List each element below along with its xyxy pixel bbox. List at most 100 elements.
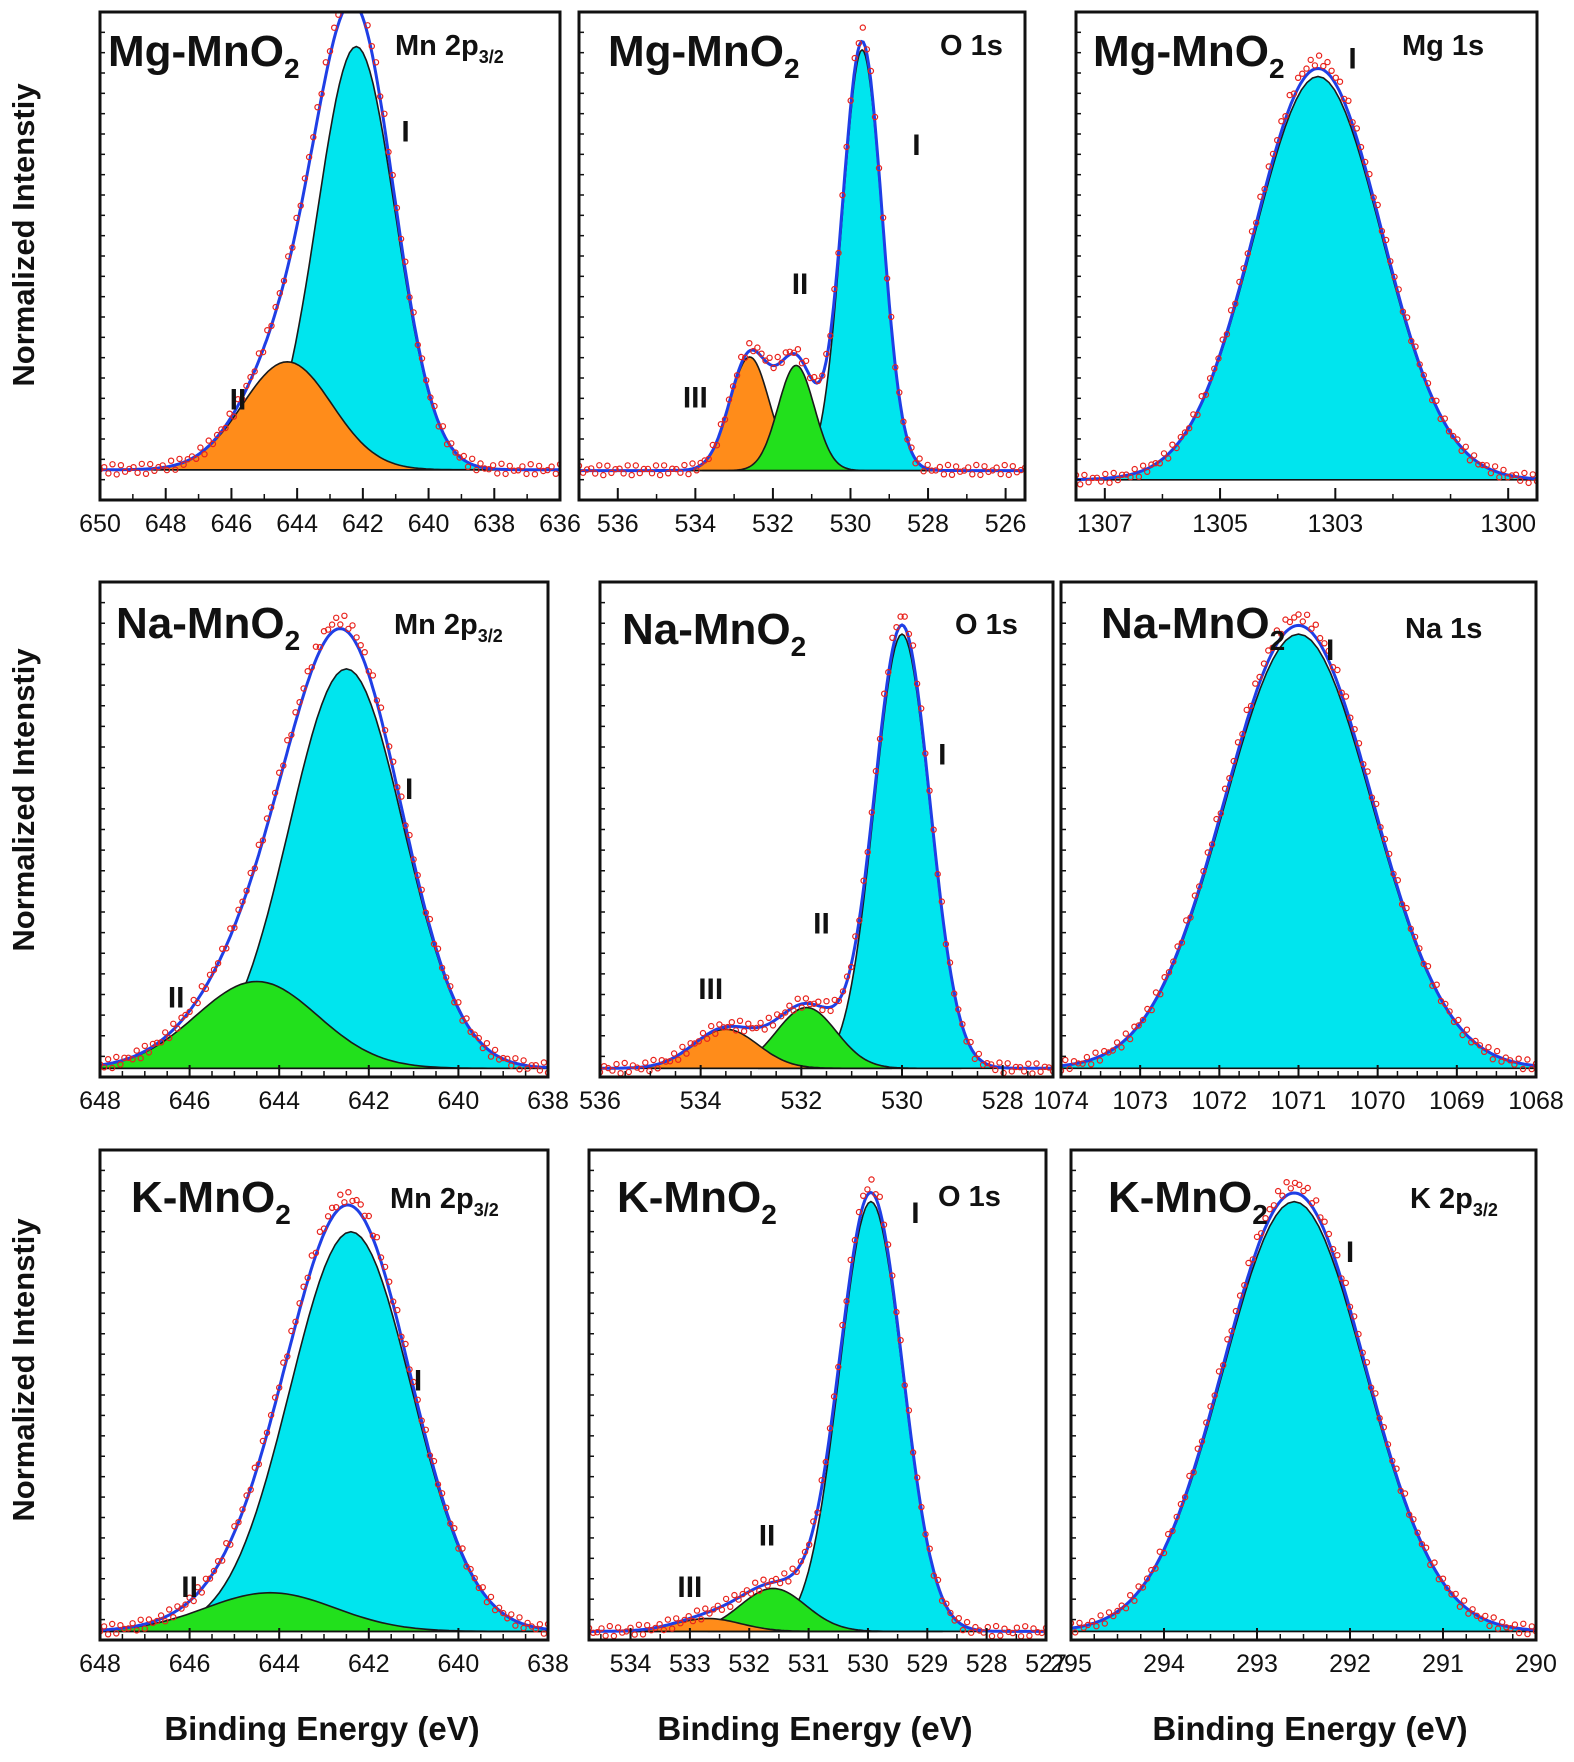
raw-data-point: [706, 1610, 713, 1617]
raw-data-point: [1363, 1359, 1371, 1366]
raw-data-point: [1357, 143, 1365, 151]
raw-data-point: [1194, 1445, 1202, 1452]
raw-data-point: [368, 43, 375, 50]
raw-data-point: [532, 1061, 540, 1069]
region-label: K 2p3/2: [1410, 1183, 1498, 1220]
y-axis-title-row1: Normalized Intenstiy: [6, 83, 41, 387]
raw-data-point: [802, 995, 810, 1002]
raw-data-point: [758, 350, 765, 357]
raw-data-point: [535, 462, 543, 470]
raw-data-point: [1516, 477, 1524, 484]
x-tick-label: 292: [1329, 1650, 1371, 1678]
raw-data-point: [243, 382, 250, 390]
raw-data-point: [1234, 739, 1242, 746]
raw-data-point: [1279, 1192, 1286, 1199]
raw-data-point: [774, 353, 781, 361]
raw-data-point: [251, 1464, 258, 1471]
raw-data-point: [1416, 945, 1423, 952]
raw-data-point: [1442, 1000, 1449, 1008]
raw-data-point: [1336, 78, 1344, 85]
sample-subscript: 2: [1270, 625, 1286, 656]
raw-data-point: [1093, 1622, 1100, 1630]
x-tick-label: 642: [342, 510, 384, 538]
peak-label-i: I: [938, 738, 946, 771]
raw-data-point: [924, 461, 931, 469]
raw-data-point: [1303, 611, 1311, 619]
raw-data-point: [353, 1196, 360, 1204]
raw-data-point: [1265, 163, 1273, 170]
raw-data-point: [305, 153, 313, 161]
raw-data-point: [786, 1002, 793, 1009]
raw-data-point: [1389, 1457, 1396, 1465]
region-label: O 1s: [938, 1181, 1001, 1213]
raw-data-point: [1160, 1549, 1168, 1557]
raw-data-point: [1207, 1403, 1214, 1410]
raw-data-point: [814, 1509, 821, 1516]
raw-data-point: [1164, 455, 1172, 462]
peak-label-ii: II: [168, 982, 185, 1015]
x-tick-label: 528: [907, 510, 949, 538]
raw-data-point: [1532, 1628, 1536, 1635]
raw-data-point: [818, 1476, 825, 1484]
raw-data-point: [1126, 1591, 1134, 1599]
peak-i-fill: [1061, 633, 1536, 1070]
x-tick-label: 650: [79, 510, 121, 538]
raw-data-point: [1286, 618, 1294, 626]
raw-data-point: [677, 1619, 684, 1627]
raw-data-point: [133, 1047, 140, 1054]
raw-data-point: [300, 685, 307, 692]
raw-data-point: [316, 644, 324, 651]
raw-data-point: [1351, 726, 1358, 733]
fit-envelope: [600, 623, 1053, 1070]
plot-area: [100, 1188, 548, 1638]
raw-data-point: [151, 467, 158, 474]
raw-data-point: [1349, 119, 1356, 126]
raw-data-point: [512, 1622, 519, 1629]
raw-data-point: [1001, 461, 1008, 469]
raw-data-point: [1182, 917, 1190, 924]
raw-data-point: [271, 1394, 279, 1401]
raw-data-point: [1416, 361, 1423, 368]
raw-data-point: [1257, 193, 1264, 200]
raw-data-point: [934, 1576, 942, 1584]
raw-data-point: [1200, 868, 1207, 875]
raw-data-point: [1329, 664, 1337, 671]
raw-data-point: [1361, 158, 1369, 166]
raw-data-point: [377, 93, 384, 100]
raw-data-point: [1449, 432, 1457, 440]
raw-data-point: [230, 413, 237, 420]
plot-area: [600, 613, 1053, 1077]
raw-data-point: [205, 437, 212, 444]
raw-data-point: [121, 468, 129, 475]
raw-data-point: [213, 431, 221, 439]
raw-data-point: [754, 344, 761, 351]
raw-data-point: [1385, 850, 1393, 858]
raw-data-point: [1328, 67, 1335, 75]
region-label: Mn 2p3/2: [394, 609, 503, 646]
region-subscript: 3/2: [474, 1200, 499, 1220]
raw-data-point: [893, 624, 900, 631]
raw-data-point: [435, 423, 442, 430]
raw-data-point: [1240, 265, 1247, 272]
raw-data-point: [1194, 411, 1201, 418]
raw-data-point: [182, 1011, 189, 1019]
raw-data-point: [893, 1308, 900, 1316]
raw-data-point: [1181, 1493, 1189, 1501]
raw-data-point: [1025, 1060, 1032, 1067]
raw-data-point: [831, 996, 838, 1004]
raw-data-point: [1412, 343, 1419, 350]
raw-data-point: [426, 1452, 434, 1459]
raw-data-point: [600, 471, 607, 479]
raw-data-point: [377, 704, 385, 711]
raw-data-point: [1034, 1628, 1041, 1636]
raw-data-point: [255, 350, 263, 357]
raw-data-point: [1131, 465, 1138, 473]
x-tick-label: 293: [1236, 1650, 1278, 1678]
raw-data-point: [1433, 981, 1440, 988]
y-axis-title-row2: Normalized Intenstiy: [6, 648, 41, 952]
raw-data-point: [100, 1623, 108, 1630]
raw-data-point: [843, 143, 850, 151]
x-tick-label: 529: [906, 1650, 948, 1678]
raw-data-point: [337, 1191, 344, 1198]
raw-data-point: [740, 1027, 748, 1035]
